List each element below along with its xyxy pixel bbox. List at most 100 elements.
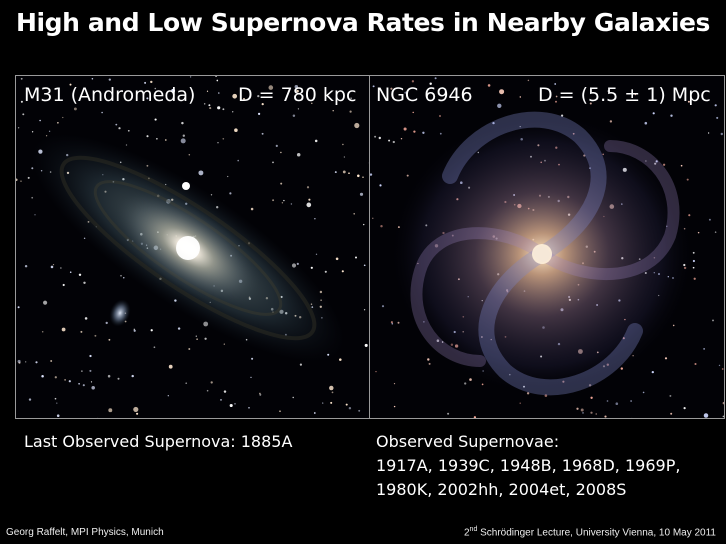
star-dot	[181, 121, 184, 125]
star-dot	[664, 357, 668, 360]
star-dot	[54, 397, 57, 400]
star-dot	[694, 362, 697, 366]
star-dot	[54, 376, 57, 379]
star-dot	[94, 334, 97, 337]
star-dot	[62, 283, 65, 287]
star-dot	[716, 116, 719, 119]
star-dot	[91, 386, 95, 390]
star-dot	[154, 87, 157, 90]
star-dot	[595, 413, 597, 415]
star-dot	[84, 317, 88, 320]
star-dot	[83, 281, 86, 285]
star-dot	[61, 327, 66, 332]
star-dot	[206, 389, 209, 392]
star-dot	[428, 362, 431, 365]
star-dot	[335, 257, 339, 261]
star-dot	[156, 138, 158, 140]
star-dot	[89, 369, 92, 372]
star-dot	[721, 368, 724, 370]
star-dot	[310, 266, 313, 269]
star-dot	[280, 151, 282, 154]
star-dot	[177, 327, 181, 330]
star-dot	[722, 415, 724, 418]
star-dot	[334, 171, 337, 174]
star-dot	[261, 103, 264, 106]
star-dot	[280, 182, 283, 185]
star-dot	[330, 401, 333, 404]
star-dot	[41, 374, 44, 378]
star-dot	[257, 112, 261, 116]
star-dot	[609, 120, 613, 123]
star-dot	[91, 77, 94, 80]
ngc6946-image	[369, 75, 725, 419]
star-dot	[28, 398, 32, 401]
ngc6946-supernova-list-1: 1917A, 1939C, 1948B, 1968D, 1969P,	[376, 456, 681, 475]
star-dot	[370, 173, 373, 176]
star-dot	[25, 361, 27, 363]
star-dot	[60, 267, 62, 269]
star-dot	[218, 92, 220, 94]
star-dot	[363, 223, 365, 226]
star-dot	[167, 395, 169, 397]
star-dot	[31, 131, 34, 133]
star-dot	[223, 390, 227, 393]
star-dot	[644, 121, 648, 125]
star-dot	[217, 142, 219, 144]
star-dot	[108, 78, 111, 81]
star-dot	[188, 154, 191, 156]
star-dot	[580, 408, 584, 412]
andromeda-image	[15, 75, 371, 419]
ngc6946-name-label: NGC 6946	[376, 84, 473, 106]
star-dot	[381, 305, 385, 308]
star-dot	[108, 408, 113, 413]
star-dot	[412, 111, 414, 114]
star-dot	[234, 402, 236, 405]
star-dot	[118, 127, 121, 130]
star-dot	[311, 102, 313, 105]
star-dot	[78, 382, 80, 385]
star-dot	[708, 218, 711, 221]
star-dot	[388, 139, 391, 142]
star-dot	[519, 96, 522, 98]
star-dot	[16, 178, 18, 182]
star-dot	[232, 93, 238, 99]
star-dot	[208, 104, 211, 107]
star-dot	[153, 346, 156, 349]
star-dot	[31, 196, 34, 199]
star-dot	[604, 415, 607, 418]
star-dot	[411, 80, 415, 83]
star-dot	[314, 139, 318, 143]
star-dot	[353, 213, 355, 215]
star-dot	[292, 114, 296, 117]
star-dot	[686, 178, 689, 181]
star-dot	[499, 89, 505, 95]
star-dot	[363, 264, 366, 267]
star-dot	[281, 202, 284, 204]
star-dot	[20, 77, 23, 80]
star-dot	[257, 94, 260, 98]
star-dot	[69, 83, 72, 86]
star-dot	[78, 273, 82, 277]
star-dot	[397, 321, 400, 324]
star-dot	[404, 91, 407, 94]
star-dot	[392, 140, 395, 144]
star-dot	[497, 103, 502, 108]
star-dot	[27, 176, 30, 179]
star-dot	[519, 402, 521, 404]
star-dot	[17, 127, 20, 129]
star-dot	[707, 132, 710, 134]
star-dot	[427, 358, 430, 361]
star-dot	[306, 186, 310, 189]
star-dot	[589, 102, 592, 105]
star-dot	[62, 116, 64, 119]
star-dot	[393, 382, 396, 385]
star-dot	[133, 406, 139, 412]
star-dot	[108, 338, 111, 341]
footer-event-ordinal-suffix: nd	[469, 525, 478, 533]
star-dot	[203, 103, 206, 105]
star-dot	[669, 394, 672, 397]
star-dot	[57, 121, 59, 124]
star-dot	[393, 405, 396, 408]
star-dot	[590, 396, 593, 399]
star-dot	[299, 363, 302, 366]
